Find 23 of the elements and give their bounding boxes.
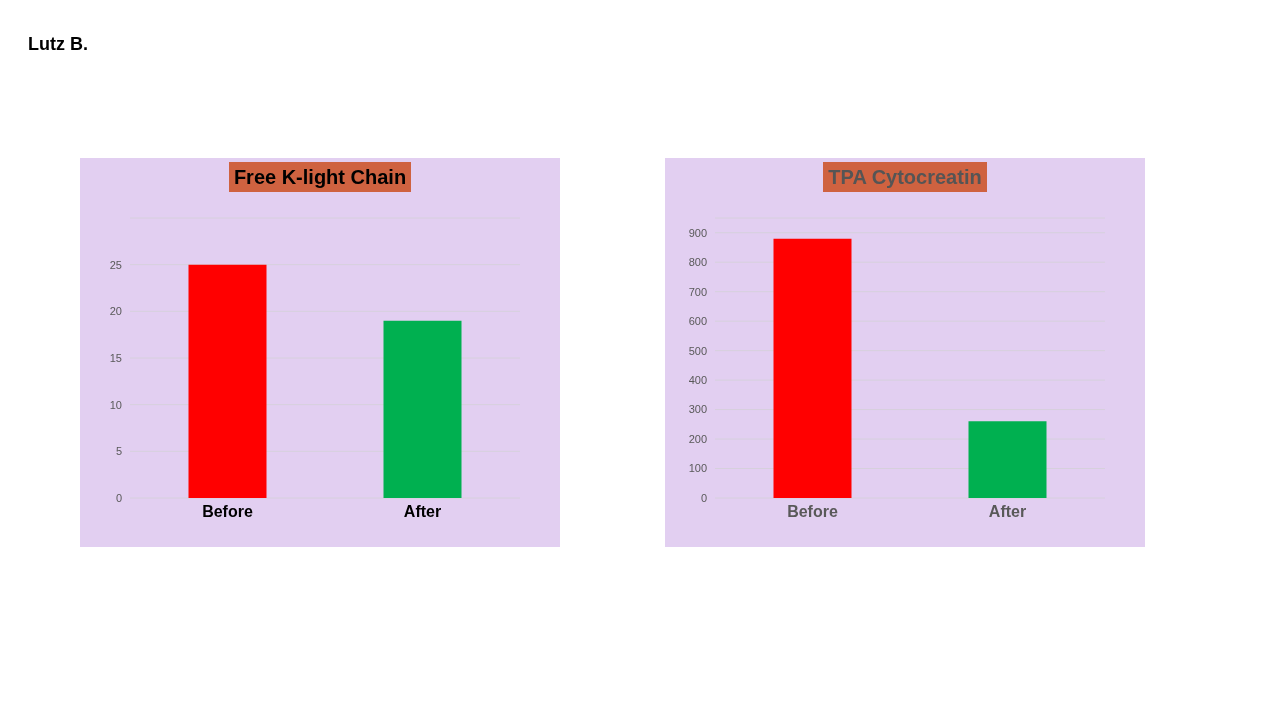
x-tick-label: Before <box>202 503 253 521</box>
x-tick-label: After <box>403 503 442 521</box>
y-tick-label: 10 <box>109 398 122 411</box>
y-tick-label: 15 <box>109 351 122 364</box>
y-tick-label: 900 <box>688 226 707 239</box>
y-tick-label: 500 <box>688 344 707 357</box>
x-tick-label: After <box>988 503 1027 521</box>
y-tick-label: 600 <box>688 315 707 328</box>
y-tick-label: 25 <box>109 258 122 271</box>
y-tick-label: 5 <box>115 445 122 458</box>
y-tick-label: 200 <box>688 432 707 445</box>
x-tick-label: Before <box>787 503 838 521</box>
y-tick-label: 0 <box>115 491 122 504</box>
y-tick-label: 100 <box>688 462 707 475</box>
y-tick-label: 700 <box>688 285 707 298</box>
y-tick-label: 0 <box>700 491 707 504</box>
y-tick-label: 300 <box>688 403 707 416</box>
y-tick-label: 20 <box>109 305 122 318</box>
chart-title: Free K-light Chain <box>228 162 412 192</box>
y-tick-label: 400 <box>688 374 707 387</box>
chart-title: TPA Cytocreatin <box>823 162 987 192</box>
y-tick-label: 800 <box>688 256 707 269</box>
text: Lutz B. <box>28 34 88 55</box>
